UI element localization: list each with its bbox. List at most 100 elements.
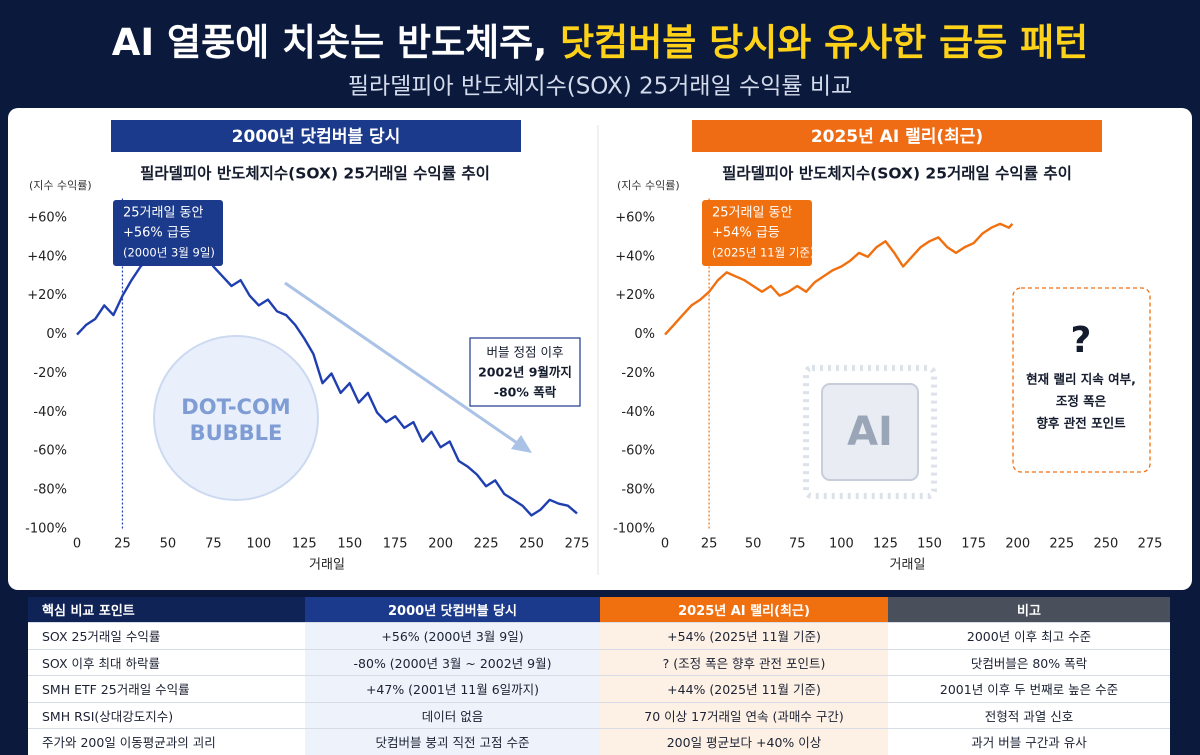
table-body: SOX 25거래일 수익률 +56% (2000년 3월 9일) +54% (202…	[28, 622, 1170, 755]
panel-label: 2025년 AI 랠리(최근)	[811, 126, 983, 147]
y-tick-label: 0%	[634, 327, 655, 342]
x-tick-label: 175	[961, 537, 986, 552]
y-tick-label: +60%	[27, 210, 67, 225]
table-header-cell: 비고	[888, 597, 1170, 623]
table-cell: 닷컴버블은 80% 폭락	[888, 648, 1170, 676]
x-tick-label: 275	[565, 537, 590, 552]
y-unit-label: (지수 수익률)	[617, 179, 680, 192]
chip-decor	[803, 365, 937, 499]
note-text: 현재 랠리 지속 여부,	[1026, 372, 1136, 387]
table-cell: 70 이상 17거래일 연속 (과매수 구간)	[600, 701, 888, 729]
y-tick-label: -20%	[33, 366, 67, 381]
table-cell: +47% (2001년 11월 6일까지)	[305, 675, 600, 702]
bubble-decor	[153, 335, 319, 501]
table-header: 핵심 비교 포인트 2000년 닷컴버블 당시 2025년 AI 랠리(최근) 비고	[28, 597, 1170, 623]
y-tick-label: +40%	[27, 249, 67, 264]
table-cell: 200일 평균보다 +40% 이상	[600, 728, 888, 755]
y-tick-label: -80%	[33, 483, 67, 498]
table-row: SOX 25거래일 수익률 +56% (2000년 3월 9일) +54% (202…	[28, 622, 1170, 649]
table-cell: +44% (2025년 11월 기준)	[600, 675, 888, 702]
y-tick-label: +20%	[27, 288, 67, 303]
y-tick-label: -40%	[621, 405, 655, 420]
table-row: SMH RSI(상대강도지수) 데이터 없음 70 이상 17거래일 연속 (과매수…	[28, 701, 1170, 729]
table-header-cell: 핵심 비교 포인트	[28, 597, 305, 623]
x-tick-label: 125	[292, 537, 317, 552]
watermark: DOT-COM	[181, 395, 290, 419]
y-unit-label: (지수 수익률)	[29, 179, 92, 192]
watermark: BUBBLE	[190, 421, 283, 445]
x-tick-label: 250	[1093, 537, 1118, 552]
x-tick-label: 0	[661, 537, 669, 552]
callout-text: 25거래일 동안	[712, 206, 793, 221]
table-cell: ? (조정 폭은 향후 관전 포인트)	[600, 648, 888, 676]
x-tick-label: 100	[829, 537, 854, 552]
x-tick-label: 200	[428, 537, 453, 552]
table-cell: +54% (2025년 11월 기준)	[600, 622, 888, 649]
title-band	[0, 0, 1200, 105]
callout-text: (2000년 3월 9일)	[123, 246, 215, 260]
subtitle: 필라델피아 반도체지수(SOX) 25거래일 수익률 비교	[348, 74, 852, 100]
y-tick-label: +40%	[615, 249, 655, 264]
table-cell: SMH ETF 25거래일 수익률	[28, 675, 305, 702]
y-tick-label: -20%	[621, 366, 655, 381]
table-cell: SOX 이후 최대 하락률	[28, 648, 305, 676]
trend-arrowhead	[511, 435, 532, 453]
y-tick-label: +20%	[615, 288, 655, 303]
note-text: -80% 폭락	[494, 385, 557, 400]
comparison-table: 핵심 비교 포인트 2000년 닷컴버블 당시 2025년 AI 랠리(최근) 비고 …	[28, 597, 1170, 755]
table-cell: SOX 25거래일 수익률	[28, 622, 305, 649]
callout-box	[113, 200, 223, 266]
x-tick-label: 50	[745, 537, 762, 552]
table-cell: SMH RSI(상대강도지수)	[28, 701, 305, 729]
table-header-cell: 2025년 AI 랠리(최근)	[600, 597, 888, 623]
trend-arrow	[284, 281, 521, 447]
x-tick-label: 275	[1138, 537, 1163, 552]
title: AI 열풍에 치솟는 반도체주, 닷컴버블 당시와 유사한 급등 패턴	[112, 21, 1088, 64]
table-cell: 데이터 없음	[305, 701, 600, 729]
note-text: 버블 정점 이후	[487, 345, 564, 360]
chart-title: 필라델피아 반도체지수(SOX) 25거래일 수익률 추이	[722, 164, 1072, 183]
table-cell: 2001년 이후 두 번째로 높은 수준	[888, 675, 1170, 702]
x-tick-label: 225	[474, 537, 499, 552]
y-tick-label: -100%	[613, 522, 655, 537]
x-tick-label: 150	[337, 537, 362, 552]
callout-box	[702, 200, 812, 266]
x-tick-label: 250	[519, 537, 544, 552]
y-tick-label: -40%	[33, 405, 67, 420]
x-tick-label: 75	[789, 537, 806, 552]
callout-text: +56% 급등	[123, 226, 191, 241]
callout-text: 25거래일 동안	[123, 206, 204, 221]
table-header-cell: 2000년 닷컴버블 당시	[305, 597, 600, 623]
table-cell: 2000년 이후 최고 수준	[888, 622, 1170, 649]
x-tick-label: 75	[205, 537, 222, 552]
table-cell: 주가와 200일 이동평균과의 괴리	[28, 728, 305, 755]
x-axis-label: 거래일	[309, 558, 345, 573]
table-row: SOX 이후 최대 하락률 -80% (2000년 3월 ~ 2002년 9월)?…	[28, 648, 1170, 676]
panel-label: 2000년 닷컴버블 당시	[232, 126, 401, 147]
x-tick-label: 125	[873, 537, 898, 552]
table-cell: 전형적 과열 신호	[888, 701, 1170, 729]
y-tick-label: 0%	[46, 327, 67, 342]
callout-text: (2025년 11월 기준)	[712, 246, 815, 260]
y-tick-label: -80%	[621, 483, 655, 498]
table-row: 주가와 200일 이동평균과의 괴리 닷컴버블 붕괴 직전 고점 수준 200일 평…	[28, 728, 1170, 755]
x-tick-label: 225	[1049, 537, 1074, 552]
table-cell: 닷컴버블 붕괴 직전 고점 수준	[305, 728, 600, 755]
x-tick-label: 100	[246, 537, 271, 552]
table-cell: 과거 버블 구간과 유사	[888, 728, 1170, 755]
chip-decor	[821, 383, 919, 481]
panel-label-bg	[111, 120, 521, 152]
y-tick-label: -60%	[33, 444, 67, 459]
title-part: AI 열풍에 치솟는 반도체주,	[112, 21, 560, 64]
x-axis-label: 거래일	[890, 558, 926, 573]
note-text: 2002년 9월까지	[478, 365, 572, 380]
panel-label-bg	[692, 120, 1102, 152]
callout-text: +54% 급등	[712, 226, 780, 241]
table-cell: -80% (2000년 3월 ~ 2002년 9월)	[305, 648, 600, 676]
series-line	[664, 222, 1014, 336]
x-tick-label: 25	[114, 537, 131, 552]
x-tick-label: 200	[1005, 537, 1030, 552]
x-tick-label: 150	[917, 537, 942, 552]
